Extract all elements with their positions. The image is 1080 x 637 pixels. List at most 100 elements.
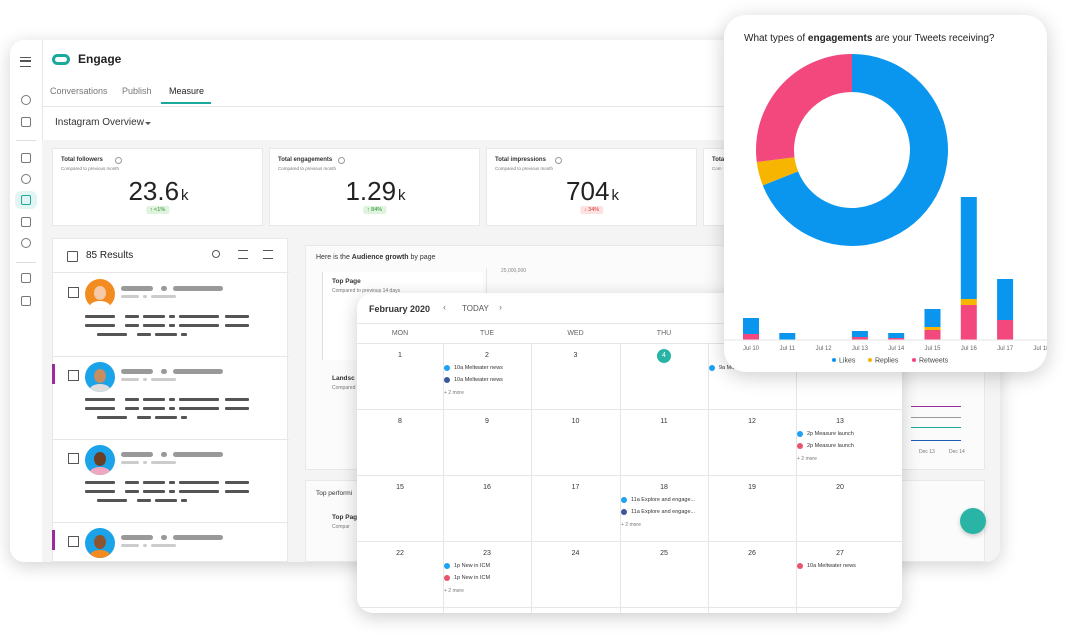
growth-title-part: Here is the — [316, 254, 352, 261]
menu-icon — [20, 57, 31, 67]
avatar — [85, 445, 115, 475]
text-line — [137, 333, 151, 336]
day-number: 11 — [660, 418, 668, 425]
bar-segment — [851, 337, 868, 340]
event-text: 1p New in ICM — [454, 563, 491, 569]
sidebar-icon — [21, 174, 31, 184]
day-number: 15 — [396, 484, 404, 491]
metric-value: 704 — [566, 176, 610, 206]
more-link[interactable]: + 2 more — [797, 456, 817, 462]
placeholder — [173, 286, 223, 291]
prev-arrow: ‹ — [443, 302, 446, 312]
info-icon — [555, 157, 563, 164]
placeholder — [143, 378, 147, 381]
day-number: 26 — [748, 550, 756, 557]
placeholder — [121, 535, 153, 540]
text-line — [143, 398, 165, 401]
placeholder — [161, 452, 167, 457]
text-line — [137, 499, 151, 502]
bar-segment — [960, 299, 977, 305]
text-line — [225, 407, 249, 410]
network-icon — [797, 563, 803, 569]
metric-card: Total followers Compared to previous mont… — [52, 148, 263, 226]
placeholder — [151, 378, 176, 381]
avatar-body — [89, 384, 111, 392]
bar-segment — [924, 327, 941, 330]
legend-dot — [912, 358, 916, 362]
chart-title: What types of engagements are your Tweet… — [744, 33, 995, 44]
avatar-body — [89, 467, 111, 475]
bar-segment — [924, 330, 941, 340]
text-line — [225, 481, 249, 484]
day-number: 13 — [836, 418, 844, 425]
text-line — [125, 490, 139, 493]
bar-segment — [888, 333, 905, 338]
day-number: 22 — [396, 550, 404, 557]
metric-unit: k — [181, 187, 189, 204]
bar-segment — [997, 320, 1014, 340]
metric-value-row: 23.6 k — [53, 176, 264, 207]
trend-line — [911, 440, 961, 441]
sidebar-icon — [21, 153, 31, 163]
text-line — [85, 398, 115, 401]
placeholder — [151, 461, 176, 464]
placeholder — [121, 452, 153, 457]
more-link[interactable]: + 2 more — [444, 588, 464, 594]
engagement-card: What types of engagements are your Tweet… — [724, 15, 1047, 372]
view-select[interactable]: Instagram Overview — [55, 117, 144, 128]
selected-bar — [52, 364, 55, 384]
event-text: 2p Measure launch — [807, 431, 854, 437]
metric-label: Total engagements — [278, 157, 333, 163]
sidebar-icon — [21, 238, 31, 248]
placeholder — [161, 286, 167, 291]
x-tick-label: Jul 15 — [924, 346, 941, 352]
info-icon — [338, 157, 346, 164]
metric-note: Compared to previous month — [61, 166, 120, 171]
placeholder — [173, 535, 223, 540]
avatar-face — [94, 535, 106, 549]
divider — [357, 323, 902, 324]
text-line — [97, 333, 127, 336]
placeholder — [121, 295, 139, 298]
event-text: 2p Measure launch — [807, 443, 854, 449]
text-line — [169, 407, 175, 410]
more-link[interactable]: + 2 more — [444, 390, 464, 396]
row-title: Top Pag — [332, 514, 358, 521]
metric-label: Total followers — [61, 157, 103, 163]
axis-label: 25,000,000 — [501, 268, 527, 274]
grid-line — [531, 343, 532, 613]
more-link[interactable]: + 2 more — [621, 522, 641, 528]
bar-segment — [888, 338, 905, 340]
divider — [53, 522, 289, 523]
day-number: 19 — [748, 484, 756, 491]
day-number: 16 — [483, 484, 491, 491]
network-icon — [797, 443, 803, 449]
divider — [53, 272, 289, 273]
grid-line — [620, 343, 621, 613]
text-line — [97, 416, 127, 419]
text-line — [143, 324, 165, 327]
legend-label: Retweets — [919, 358, 949, 365]
chart: Jul 10 Jul 11 Jul 12 Jul 13 Jul 14 Jul 15 Jul … — [724, 54, 1047, 365]
growth-title: Here is the Audience growth by page — [316, 254, 435, 261]
donut-slice — [756, 54, 852, 163]
network-icon — [444, 563, 450, 569]
grid-line — [357, 541, 902, 542]
legend-dot — [868, 358, 872, 362]
sidebar-icon — [21, 217, 31, 227]
text-line — [179, 315, 219, 318]
day-number: 4 — [662, 352, 666, 359]
text-line — [155, 333, 177, 336]
event-text: 9a More p — [719, 365, 744, 371]
checkbox — [68, 536, 79, 547]
metric-value: 1.29 — [345, 176, 397, 206]
tab[interactable]: Conversations — [50, 86, 108, 96]
sidebar-active — [15, 191, 37, 209]
tab[interactable]: Measure — [169, 86, 205, 96]
grid-line — [357, 409, 902, 410]
today-button[interactable]: TODAY — [462, 304, 489, 313]
text-line — [125, 481, 139, 484]
tab[interactable]: Publish — [122, 86, 152, 96]
text-line — [143, 407, 165, 410]
x-tick-label: Jul 11 — [780, 346, 796, 352]
